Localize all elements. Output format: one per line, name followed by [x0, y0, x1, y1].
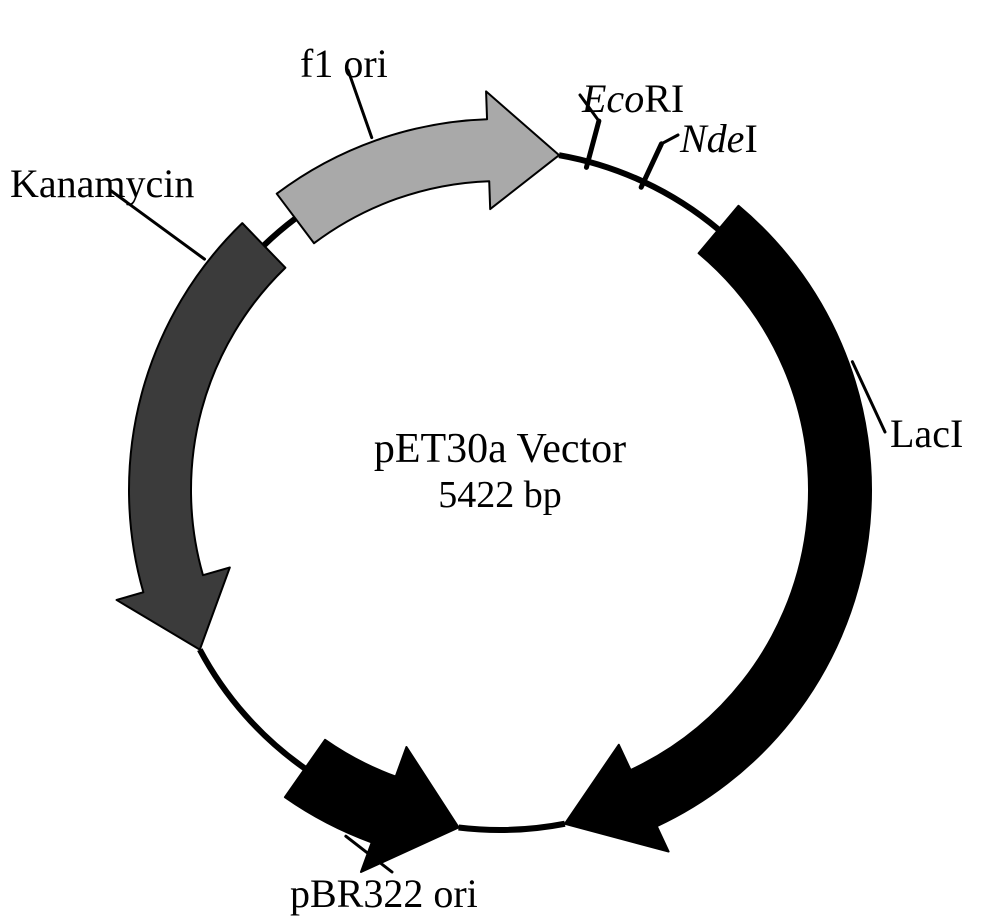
label-ecori-suffix: RI: [644, 76, 684, 121]
feature-f1ori: [277, 91, 559, 243]
feature-kan: [117, 223, 286, 649]
label-laci: LacI: [890, 410, 963, 457]
plasmid-map: pET30a Vector 5422 bp LacI pBR322 ori Ka…: [0, 0, 1000, 920]
label-ecori: EcoRI: [582, 75, 684, 122]
feature-lacI: [565, 206, 871, 852]
label-ndei: NdeI: [680, 115, 758, 162]
label-f1-ori: f1 ori: [300, 40, 388, 87]
plasmid-size: 5422 bp: [300, 473, 700, 517]
label-kanamycin: Kanamycin: [10, 160, 194, 207]
plasmid-center-label: pET30a Vector 5422 bp: [300, 425, 700, 517]
label-ecori-prefix: Eco: [582, 76, 644, 121]
feature-pbr322: [285, 740, 459, 872]
plasmid-name: pET30a Vector: [300, 425, 700, 473]
label-ndei-prefix: Nde: [680, 116, 744, 161]
label-pbr322-ori: pBR322 ori: [290, 870, 478, 917]
label-ndei-suffix: I: [744, 116, 757, 161]
